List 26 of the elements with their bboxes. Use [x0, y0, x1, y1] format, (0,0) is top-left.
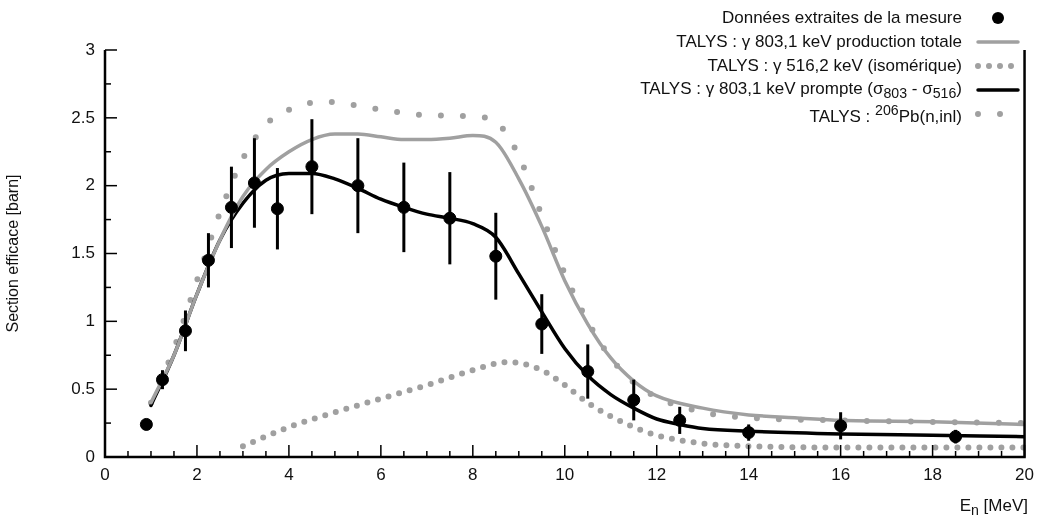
- x-tick-label: 2: [192, 464, 202, 484]
- x-axis-title: E$_{n}$ [MeV]: [959, 495, 1028, 518]
- x-tick-label: 16: [831, 464, 851, 484]
- x-tick-label: 10: [555, 464, 575, 484]
- legend-label: TALYS : γ 803,1 keV production totale: [676, 32, 962, 52]
- x-tick-label: 4: [284, 464, 294, 484]
- x-tick-label: 18: [923, 464, 943, 484]
- point: [139, 417, 153, 431]
- x-tick-label: 8: [468, 464, 478, 484]
- x-tick-label: 12: [647, 464, 667, 484]
- y-tick-label: 2: [85, 175, 95, 195]
- y-tick-label: 0.5: [71, 378, 95, 398]
- legend-label: TALYS : $^{206}$Pb(n,inl): [809, 101, 962, 127]
- y-tick-label: 1.5: [71, 243, 95, 263]
- y-tick-label: 1: [85, 311, 95, 331]
- x-tick-label: 14: [739, 464, 759, 484]
- y-axis-title: Section efficace [barn]: [4, 174, 22, 333]
- y-tick-label: 0: [85, 446, 95, 466]
- y-tick-label: 3: [85, 39, 95, 59]
- x-tick-label: 6: [376, 464, 386, 484]
- legend-label: TALYS : γ 803,1 keV prompte (σ$_{803}$ - σ$_{516}$): [640, 78, 962, 102]
- legend-label: TALYS : γ 516,2 keV (isomérique): [707, 56, 962, 76]
- y-tick-label: 2.5: [71, 107, 95, 127]
- x-tick-label: 0: [100, 464, 110, 484]
- x-tick-label: 20: [1015, 464, 1035, 484]
- legend-label: Données extraites de la mesure: [721, 8, 962, 28]
